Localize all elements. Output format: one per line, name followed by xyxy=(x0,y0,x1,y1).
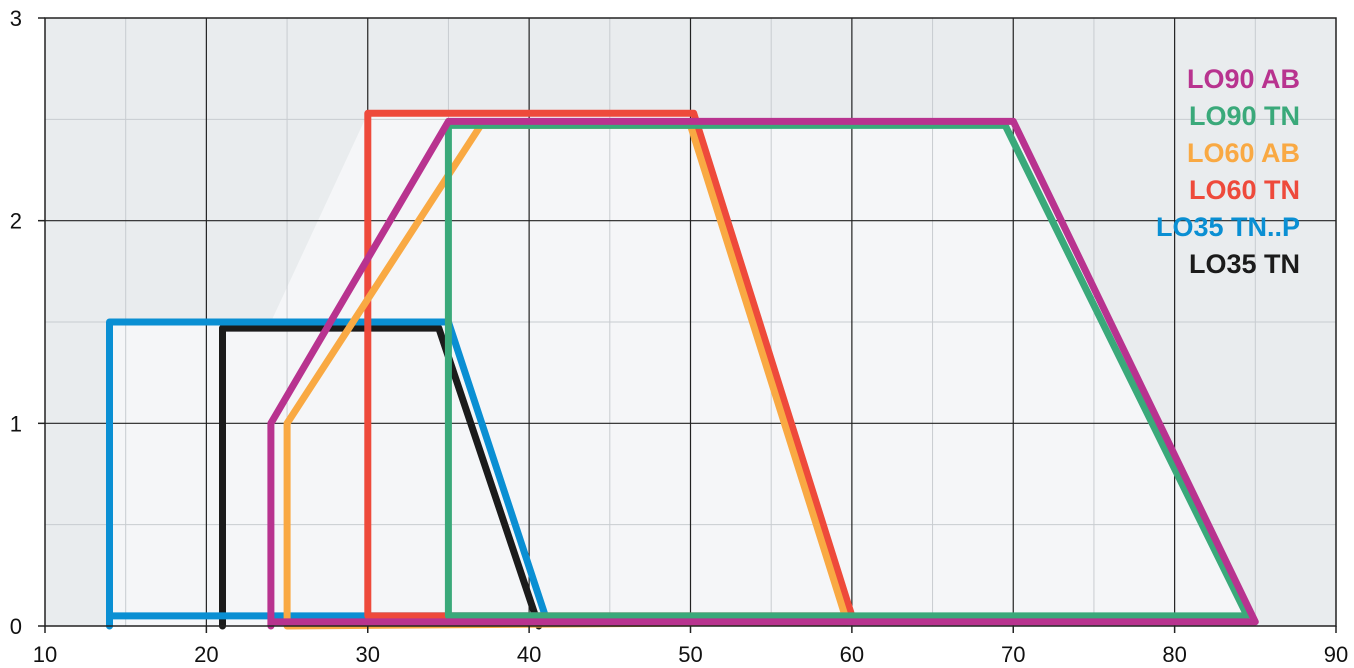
x-tick-label: 90 xyxy=(1324,642,1348,667)
x-tick-label: 40 xyxy=(517,642,541,667)
legend-label-lo60-tn: LO60 TN xyxy=(1189,175,1300,205)
y-tick-label: 0 xyxy=(10,614,22,639)
x-tick-label: 50 xyxy=(678,642,702,667)
series-line-lo90-ab xyxy=(267,117,1259,630)
envelope-fill xyxy=(109,113,1256,627)
x-tick-label: 10 xyxy=(33,642,57,667)
y-tick-label: 3 xyxy=(10,6,22,31)
x-tick-label: 80 xyxy=(1162,642,1186,667)
y-tick-label: 1 xyxy=(10,411,22,436)
legend-label-lo90-tn: LO90 TN xyxy=(1189,101,1300,131)
legend-label-lo35-tn-p: LO35 TN..P xyxy=(1156,212,1300,242)
legend-label-lo60-ab: LO60 AB xyxy=(1187,138,1300,168)
y-axis: 0 1 2 3 xyxy=(10,6,45,639)
legend-label-lo90-ab: LO90 AB xyxy=(1187,64,1300,94)
x-axis: 10 20 30 40 50 60 70 80 90 xyxy=(33,626,1348,667)
x-tick-label: 60 xyxy=(840,642,864,667)
legend-label-lo35-tn: LO35 TN xyxy=(1189,249,1300,279)
x-tick-label: 70 xyxy=(1001,642,1025,667)
legend: LO90 AB LO90 TN LO60 AB LO60 TN LO35 TN..P LO… xyxy=(1156,64,1300,279)
y-tick-label: 2 xyxy=(10,209,22,234)
series-lines xyxy=(106,109,1259,630)
series-line-lo90-tn xyxy=(444,121,1251,620)
x-tick-label: 20 xyxy=(194,642,218,667)
x-tick-label: 30 xyxy=(356,642,380,667)
